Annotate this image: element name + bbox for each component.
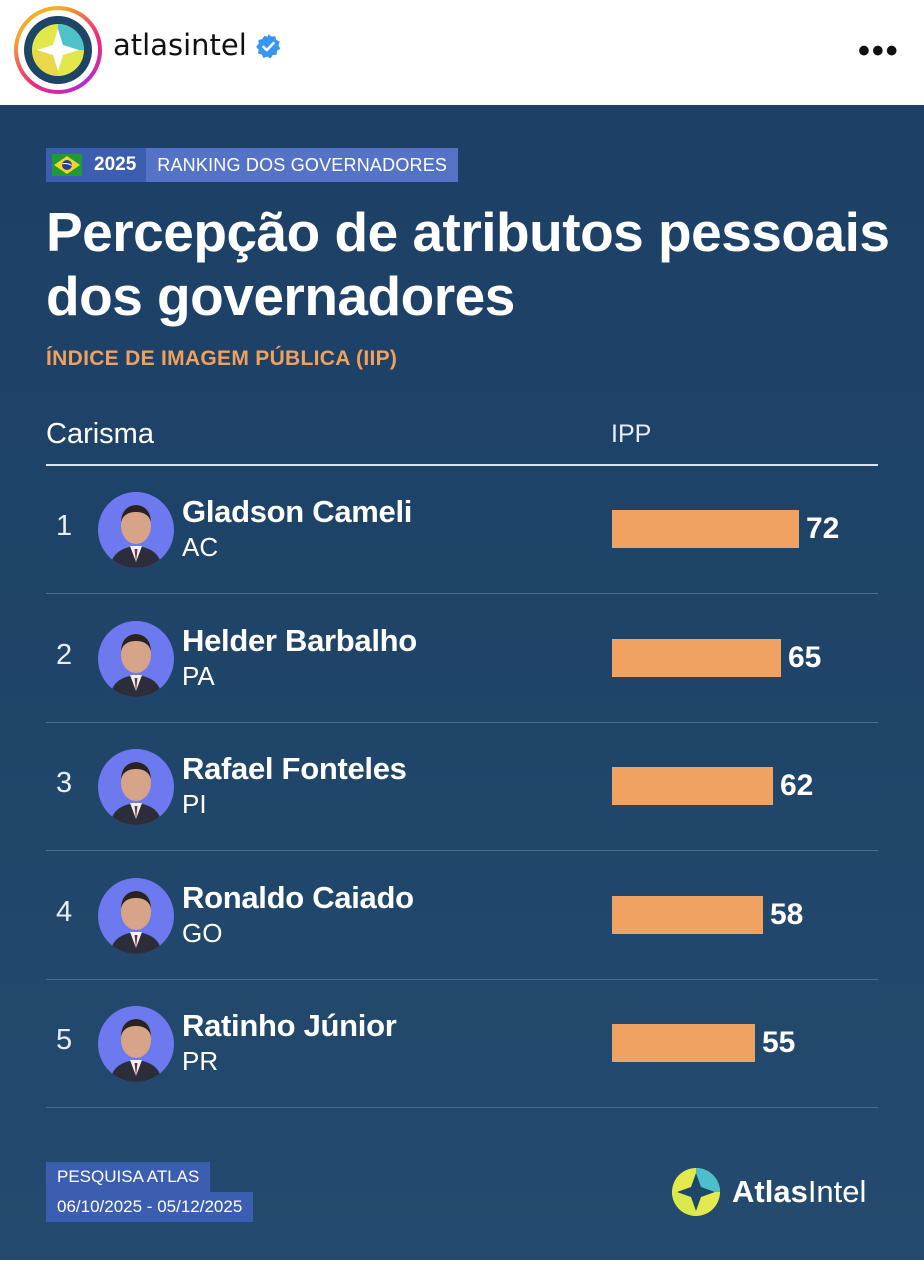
rank-number: 3 (56, 767, 73, 799)
rank-number: 4 (56, 895, 73, 928)
tag-year: 2025 (94, 154, 137, 175)
governor-name: Ratinho Júnior (182, 1008, 397, 1043)
row-divider (46, 978, 878, 980)
ipp-value-label: 58 (770, 897, 804, 931)
ranking-row: 3 Rafael Fonteles PI 62 (46, 723, 878, 851)
governor-state: AC (182, 532, 219, 562)
row-divider (46, 593, 878, 594)
column-header-ipp: IPP (611, 420, 652, 448)
chart-subtitle: ÍNDICE DE IMAGEM PÚBLICA (IIP) (46, 347, 398, 370)
ipp-bar (612, 1024, 755, 1062)
survey-info: PESQUISA ATLAS 06/10/2025 - 05/12/2025 (46, 1162, 254, 1222)
rank-number: 1 (56, 510, 73, 542)
ranking-row: 5 Ratinho Júnior PR 55 (46, 980, 878, 1108)
ipp-value-label: 72 (806, 512, 840, 545)
governor-name: Rafael Fonteles (182, 751, 407, 786)
row-divider (46, 850, 878, 851)
rank-number: 2 (56, 638, 73, 671)
brand-name: AtlasIntel (732, 1174, 867, 1209)
governor-photo (98, 1006, 174, 1082)
ranking-tag: 2025 RANKING DOS GOVERNADORES (46, 148, 459, 182)
governor-name: Gladson Cameli (182, 494, 413, 529)
brand-logo: AtlasIntel (670, 1165, 866, 1219)
ipp-value-label: 65 (788, 640, 822, 674)
column-header-carisma: Carisma (46, 418, 154, 450)
survey-name: PESQUISA ATLAS (46, 1162, 211, 1192)
row-divider (46, 721, 878, 723)
ipp-bar (612, 767, 773, 805)
profile-username[interactable]: atlasintel (113, 28, 247, 62)
profile-avatar[interactable] (14, 6, 102, 94)
governor-photo (98, 492, 174, 568)
ipp-value-label: 62 (780, 769, 814, 802)
post-footer-strip (0, 1260, 924, 1280)
ipp-value-label: 55 (762, 1026, 796, 1059)
ranking-row: 4 Ronaldo Caiado GO 58 (46, 852, 878, 980)
brazil-flag-icon (52, 154, 82, 176)
ipp-bar (612, 510, 799, 548)
governor-name: Ronaldo Caiado (182, 879, 414, 915)
governor-photo (98, 877, 174, 954)
survey-dates: 06/10/2025 - 05/12/2025 (46, 1192, 254, 1222)
ranking-row: 1 Gladson Cameli AC 72 (46, 466, 878, 594)
verified-badge-icon (256, 34, 281, 59)
ipp-bar (612, 638, 781, 677)
rank-number: 5 (56, 1024, 73, 1056)
governor-photo (98, 620, 174, 697)
row-divider (46, 1107, 878, 1108)
tag-title: RANKING DOS GOVERNADORES (146, 148, 459, 182)
header-divider (46, 464, 878, 466)
instagram-post-header: atlasintel ••• (0, 0, 924, 105)
governor-name: Helder Barbalho (182, 622, 417, 658)
atlasintel-avatar-icon (32, 24, 84, 76)
chart-title: Percepção de atributos pessoais dos gove… (46, 201, 890, 327)
post-image: 2025 RANKING DOS GOVERNADORES Percepção … (0, 105, 924, 1260)
atlasintel-logo-icon (672, 1168, 720, 1216)
governor-state: PI (182, 789, 207, 819)
ranking-row: 2 Helder Barbalho PA 65 (46, 595, 878, 723)
ipp-bar (612, 895, 763, 934)
more-options-icon[interactable]: ••• (858, 32, 900, 70)
governor-state: PR (182, 1046, 219, 1076)
governor-state: GO (182, 917, 223, 948)
governor-photo (98, 749, 174, 825)
governor-state: PA (182, 660, 215, 691)
